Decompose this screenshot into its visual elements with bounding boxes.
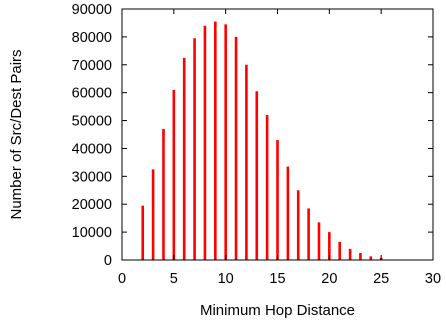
bar-hop-22: [348, 248, 352, 260]
y-tick-label: 0: [104, 253, 112, 269]
x-ticks-group: 0 5 10 15 20 25 30: [118, 9, 441, 287]
bar-hop-8: [203, 25, 207, 261]
bar-hop-11: [234, 36, 238, 260]
bar-hop-5: [172, 89, 176, 260]
bar-hop-18: [307, 208, 310, 260]
bars-group: [141, 21, 383, 261]
bar-hop-19: [317, 222, 321, 260]
y-tick-label: 90000: [72, 2, 112, 18]
y-tick-label: 80000: [72, 30, 112, 46]
x-tick-label: 0: [118, 271, 126, 287]
bar-hop-6: [182, 57, 186, 261]
bar-hop-2: [141, 205, 145, 260]
x-tick-label: 15: [269, 271, 285, 287]
bar-hop-12: [245, 64, 248, 260]
x-tick-label: 30: [425, 271, 441, 287]
bar-hop-23: [359, 253, 362, 260]
y-tick-label: 20000: [72, 197, 112, 213]
y-tick-label: 40000: [72, 141, 112, 157]
bar-hop-9: [214, 21, 217, 260]
y-tick-label: 30000: [72, 169, 112, 185]
bar-hop-13: [255, 91, 259, 261]
x-tick-label: 5: [170, 271, 178, 287]
bar-hop-15: [276, 140, 279, 260]
bar-hop-24: [369, 256, 373, 260]
bar-hop-17: [296, 190, 300, 260]
y-tick-label: 50000: [72, 114, 112, 130]
y-ticks-group: 0 10000 20000 30000 40000 50000 60000 70000 8000…: [72, 2, 433, 269]
bar-hop-16: [286, 166, 290, 260]
bar-hop-7: [193, 38, 196, 260]
bar-hop-4: [162, 128, 165, 260]
bar-hop-21: [338, 241, 341, 260]
x-tick-label: 20: [321, 271, 337, 287]
bar-hop-3: [151, 169, 155, 260]
y-tick-label: 70000: [72, 58, 112, 74]
x-tick-label: 10: [218, 271, 234, 287]
y-tick-label: 10000: [72, 225, 112, 241]
y-axis-label: Number of Src/Dest Pairs: [8, 49, 25, 219]
x-axis-label: Minimum Hop Distance: [200, 302, 355, 319]
bar-hop-14: [265, 114, 269, 260]
x-tick-label: 25: [373, 271, 389, 287]
bar-hop-10: [224, 24, 227, 261]
y-tick-label: 60000: [72, 86, 112, 102]
bar-hop-20: [328, 232, 331, 260]
